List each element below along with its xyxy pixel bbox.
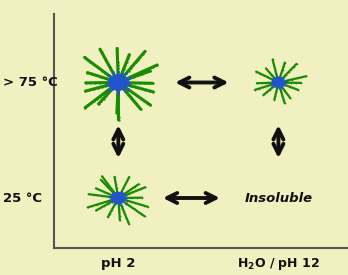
Text: Insoluble: Insoluble: [244, 191, 313, 205]
Text: pH 2: pH 2: [101, 257, 135, 271]
Text: $\mathregular{H_2O}$ / pH 12: $\mathregular{H_2O}$ / pH 12: [237, 256, 320, 272]
Circle shape: [272, 78, 285, 87]
Circle shape: [109, 75, 128, 90]
Text: 25 °C: 25 °C: [3, 191, 42, 205]
Text: > 75 °C: > 75 °C: [3, 76, 58, 89]
Circle shape: [111, 192, 125, 204]
